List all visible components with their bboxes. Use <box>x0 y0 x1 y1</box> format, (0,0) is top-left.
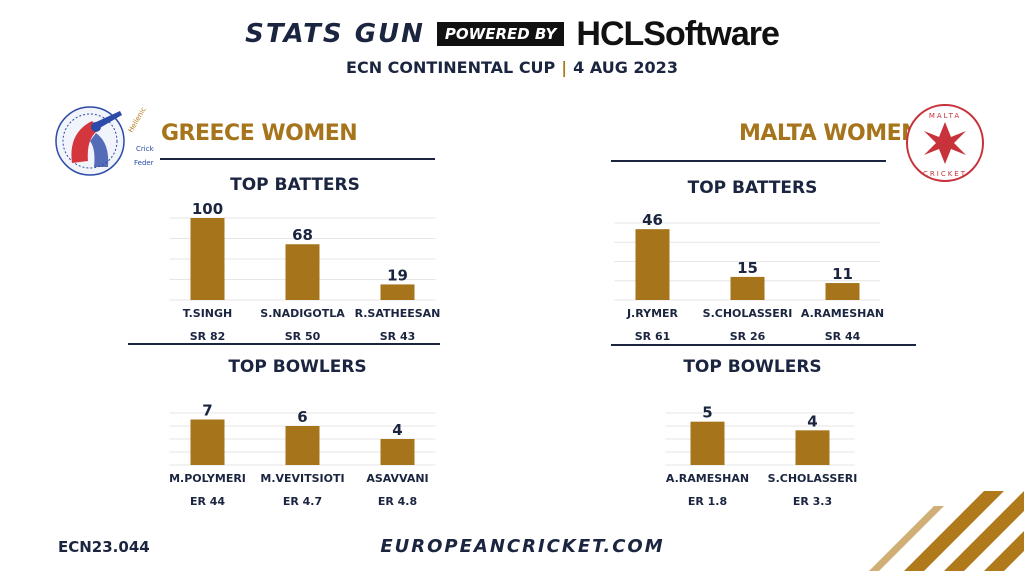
data-label: 68 <box>292 226 313 244</box>
event-subheader: ECN CONTINENTAL CUP | 4 AUG 2023 <box>0 58 1024 77</box>
section-title-greece-bowlers: TOP BOWLERS <box>228 357 367 377</box>
divider: | <box>561 58 568 77</box>
category-label: S.CHOLASSERI <box>768 472 858 485</box>
bar <box>190 419 225 465</box>
stat-sublabel: SR 43 <box>380 330 416 343</box>
data-label: 15 <box>737 259 758 277</box>
chart-greece-bowlers: 7 M.POLYMERI ER 44 6 M.VEVITSIOTI ER 4.7 4 ASAV… <box>160 395 445 510</box>
data-label: 4 <box>392 421 402 439</box>
data-label: 7 <box>202 402 212 420</box>
category-label: S.CHOLASSERI <box>703 307 793 320</box>
website-link[interactable]: EUROPEANCRICKET.COM <box>380 536 665 557</box>
match-code: ECN23.044 <box>58 538 150 556</box>
svg-text:Hellenic: Hellenic <box>127 106 148 134</box>
team-name-greece: GREECE WOMEN <box>161 121 358 146</box>
chart-malta-batters: 46 J.RYMER SR 61 15 S.CHOLASSERI SR 26 11 A.RAM… <box>605 205 890 345</box>
bar <box>285 426 320 465</box>
stat-sublabel: SR 44 <box>825 330 861 343</box>
chart-svg: 46 J.RYMER SR 61 15 S.CHOLASSERI SR 26 11 A.RAM… <box>614 211 884 343</box>
header-brand: STATS GUN POWERED BY HCLSoftware <box>0 14 1024 54</box>
chart-svg: 7 M.POLYMERI ER 44 6 M.VEVITSIOTI ER 4.7 4 ASAV… <box>169 402 436 508</box>
team-name-malta: MALTA WOMEN <box>739 121 920 146</box>
category-label: R.SATHEESAN <box>355 307 441 320</box>
stat-sublabel: ER 1.8 <box>688 495 727 508</box>
bar <box>285 244 320 300</box>
stat-sublabel: ER 4.7 <box>283 495 322 508</box>
stat-sublabel: ER 44 <box>190 495 225 508</box>
category-label: S.NADIGOTLA <box>260 307 345 320</box>
stat-sublabel: ER 3.3 <box>793 495 832 508</box>
bar <box>190 218 225 300</box>
stat-sublabel: SR 26 <box>730 330 766 343</box>
chart-malta-bowlers: 5 A.RAMESHAN ER 1.8 4 S.CHOLASSERI ER 3.3 <box>655 395 865 510</box>
event-name: ECN CONTINENTAL CUP <box>346 58 556 77</box>
svg-text:CRICKET: CRICKET <box>923 170 967 178</box>
stat-sublabel: SR 82 <box>190 330 226 343</box>
greece-cricket-logo: Hellenic Cricket Federation <box>50 103 171 181</box>
bar <box>795 430 830 465</box>
bar <box>730 276 765 300</box>
data-label: 19 <box>387 266 408 284</box>
stat-sublabel: ER 4.8 <box>378 495 417 508</box>
team-underline-malta <box>611 160 886 162</box>
divider-greece <box>128 343 440 345</box>
svg-text:Federation: Federation <box>134 159 154 167</box>
svg-text:MALTA: MALTA <box>929 112 961 120</box>
data-label: 5 <box>702 404 712 422</box>
chart-greece-batters: 100 T.SINGH SR 82 68 S.NADIGOTLA SR 50 19 R.SAT… <box>160 200 445 345</box>
bar <box>380 439 415 465</box>
hcl-software-logo: HCLSoftware <box>576 14 779 53</box>
powered-by-badge: POWERED BY <box>436 22 565 46</box>
category-label: A.RAMESHAN <box>666 472 749 485</box>
stat-sublabel: SR 50 <box>285 330 321 343</box>
svg-text:Cricket: Cricket <box>136 145 154 153</box>
stats-gun-logo: STATS GUN <box>245 19 425 49</box>
section-title-malta-batters: TOP BATTERS <box>687 178 818 198</box>
bar <box>825 283 860 300</box>
category-label: J.RYMER <box>626 307 679 320</box>
team-underline-greece <box>160 158 435 160</box>
bar <box>635 229 670 300</box>
data-label: 100 <box>192 200 223 218</box>
data-label: 4 <box>807 412 817 430</box>
category-label: A.RAMESHAN <box>801 307 884 320</box>
category-label: M.POLYMERI <box>169 472 246 485</box>
bar <box>690 421 725 465</box>
data-label: 46 <box>642 211 663 229</box>
chart-svg: 5 A.RAMESHAN ER 1.8 4 S.CHOLASSERI ER 3.3 <box>665 404 858 508</box>
bar <box>380 284 415 300</box>
category-label: ASAVVANI <box>366 472 428 485</box>
event-date: 4 AUG 2023 <box>573 58 678 77</box>
stat-sublabel: SR 61 <box>635 330 671 343</box>
malta-cricket-logo: MALTA CRICKET <box>904 102 986 184</box>
data-label: 11 <box>832 265 853 283</box>
section-title-greece-batters: TOP BATTERS <box>230 175 360 195</box>
chart-svg: 100 T.SINGH SR 82 68 S.NADIGOTLA SR 50 19 R.SAT… <box>169 200 441 343</box>
corner-stripes-decoration <box>864 491 1024 576</box>
data-label: 6 <box>297 408 307 426</box>
divider-malta <box>611 344 916 346</box>
section-title-malta-bowlers: TOP BOWLERS <box>683 357 822 377</box>
category-label: T.SINGH <box>183 307 232 320</box>
category-label: M.VEVITSIOTI <box>260 472 344 485</box>
